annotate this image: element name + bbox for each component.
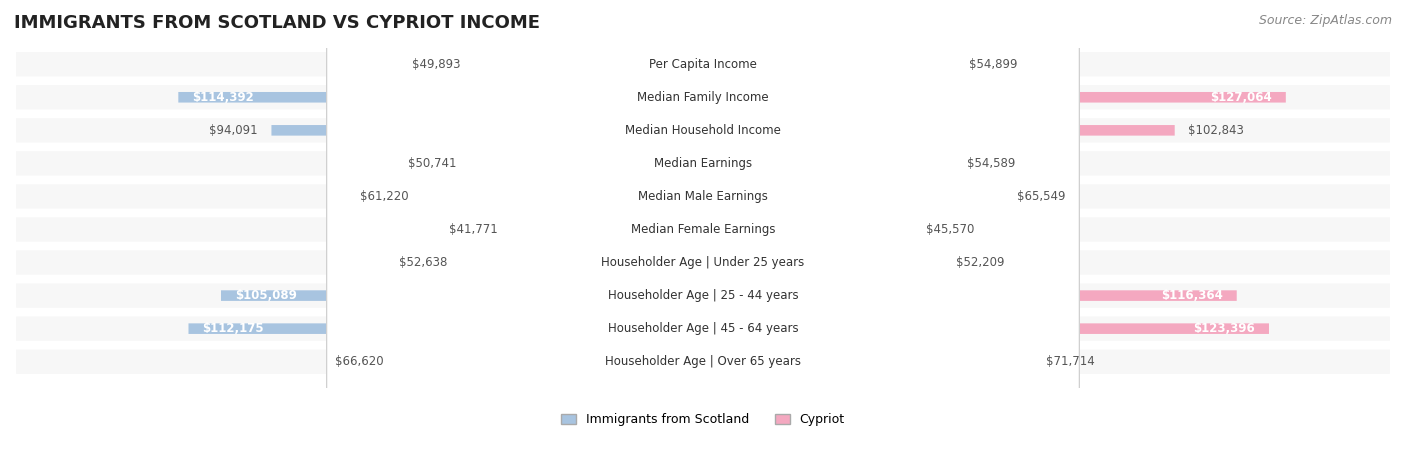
Text: Householder Age | 45 - 64 years: Householder Age | 45 - 64 years bbox=[607, 322, 799, 335]
FancyBboxPatch shape bbox=[15, 348, 1391, 375]
FancyBboxPatch shape bbox=[179, 92, 703, 103]
Text: $112,175: $112,175 bbox=[202, 322, 264, 335]
Text: Householder Age | Under 25 years: Householder Age | Under 25 years bbox=[602, 256, 804, 269]
Text: Median Earnings: Median Earnings bbox=[654, 157, 752, 170]
FancyBboxPatch shape bbox=[15, 249, 1391, 276]
FancyBboxPatch shape bbox=[703, 125, 1174, 135]
FancyBboxPatch shape bbox=[221, 290, 703, 301]
Text: $54,899: $54,899 bbox=[969, 58, 1017, 71]
FancyBboxPatch shape bbox=[512, 224, 703, 235]
Text: $49,893: $49,893 bbox=[412, 58, 460, 71]
Text: Per Capita Income: Per Capita Income bbox=[650, 58, 756, 71]
Text: Median Male Earnings: Median Male Earnings bbox=[638, 190, 768, 203]
FancyBboxPatch shape bbox=[326, 0, 1080, 467]
Text: $123,396: $123,396 bbox=[1194, 322, 1256, 335]
Text: $105,089: $105,089 bbox=[235, 289, 297, 302]
Text: $52,638: $52,638 bbox=[399, 256, 447, 269]
FancyBboxPatch shape bbox=[15, 117, 1391, 143]
FancyBboxPatch shape bbox=[15, 315, 1391, 342]
FancyBboxPatch shape bbox=[703, 191, 1004, 202]
Text: $71,714: $71,714 bbox=[1046, 355, 1094, 368]
FancyBboxPatch shape bbox=[470, 158, 703, 169]
FancyBboxPatch shape bbox=[326, 0, 1080, 467]
FancyBboxPatch shape bbox=[422, 191, 703, 202]
FancyBboxPatch shape bbox=[326, 0, 1080, 467]
FancyBboxPatch shape bbox=[703, 92, 1286, 103]
Text: $61,220: $61,220 bbox=[360, 190, 409, 203]
FancyBboxPatch shape bbox=[326, 0, 1080, 467]
FancyBboxPatch shape bbox=[703, 323, 1270, 334]
Text: $114,392: $114,392 bbox=[193, 91, 254, 104]
FancyBboxPatch shape bbox=[188, 323, 703, 334]
FancyBboxPatch shape bbox=[703, 158, 953, 169]
FancyBboxPatch shape bbox=[15, 216, 1391, 243]
Text: Median Female Earnings: Median Female Earnings bbox=[631, 223, 775, 236]
FancyBboxPatch shape bbox=[461, 257, 703, 268]
Text: Source: ZipAtlas.com: Source: ZipAtlas.com bbox=[1258, 14, 1392, 27]
FancyBboxPatch shape bbox=[271, 125, 703, 135]
Text: $66,620: $66,620 bbox=[335, 355, 384, 368]
FancyBboxPatch shape bbox=[703, 356, 1032, 367]
Legend: Immigrants from Scotland, Cypriot: Immigrants from Scotland, Cypriot bbox=[561, 413, 845, 426]
Text: Householder Age | 25 - 44 years: Householder Age | 25 - 44 years bbox=[607, 289, 799, 302]
Text: Householder Age | Over 65 years: Householder Age | Over 65 years bbox=[605, 355, 801, 368]
Text: IMMIGRANTS FROM SCOTLAND VS CYPRIOT INCOME: IMMIGRANTS FROM SCOTLAND VS CYPRIOT INCO… bbox=[14, 14, 540, 32]
Text: $50,741: $50,741 bbox=[408, 157, 457, 170]
FancyBboxPatch shape bbox=[15, 150, 1391, 177]
Text: Median Household Income: Median Household Income bbox=[626, 124, 780, 137]
FancyBboxPatch shape bbox=[703, 257, 942, 268]
FancyBboxPatch shape bbox=[326, 0, 1080, 467]
FancyBboxPatch shape bbox=[703, 290, 1237, 301]
FancyBboxPatch shape bbox=[326, 0, 1080, 467]
FancyBboxPatch shape bbox=[15, 183, 1391, 210]
FancyBboxPatch shape bbox=[474, 59, 703, 70]
Text: Median Family Income: Median Family Income bbox=[637, 91, 769, 104]
FancyBboxPatch shape bbox=[15, 84, 1391, 111]
Text: $54,589: $54,589 bbox=[967, 157, 1015, 170]
FancyBboxPatch shape bbox=[398, 356, 703, 367]
Text: $45,570: $45,570 bbox=[925, 223, 974, 236]
Text: $102,843: $102,843 bbox=[1188, 124, 1244, 137]
FancyBboxPatch shape bbox=[326, 0, 1080, 467]
FancyBboxPatch shape bbox=[326, 0, 1080, 467]
Text: $94,091: $94,091 bbox=[209, 124, 257, 137]
Text: $116,364: $116,364 bbox=[1161, 289, 1223, 302]
Text: $127,064: $127,064 bbox=[1211, 91, 1272, 104]
FancyBboxPatch shape bbox=[703, 224, 912, 235]
Text: $41,771: $41,771 bbox=[449, 223, 498, 236]
Text: $65,549: $65,549 bbox=[1018, 190, 1066, 203]
FancyBboxPatch shape bbox=[15, 283, 1391, 309]
FancyBboxPatch shape bbox=[326, 0, 1080, 467]
FancyBboxPatch shape bbox=[326, 0, 1080, 467]
Text: $52,209: $52,209 bbox=[956, 256, 1005, 269]
FancyBboxPatch shape bbox=[15, 51, 1391, 78]
FancyBboxPatch shape bbox=[703, 59, 955, 70]
